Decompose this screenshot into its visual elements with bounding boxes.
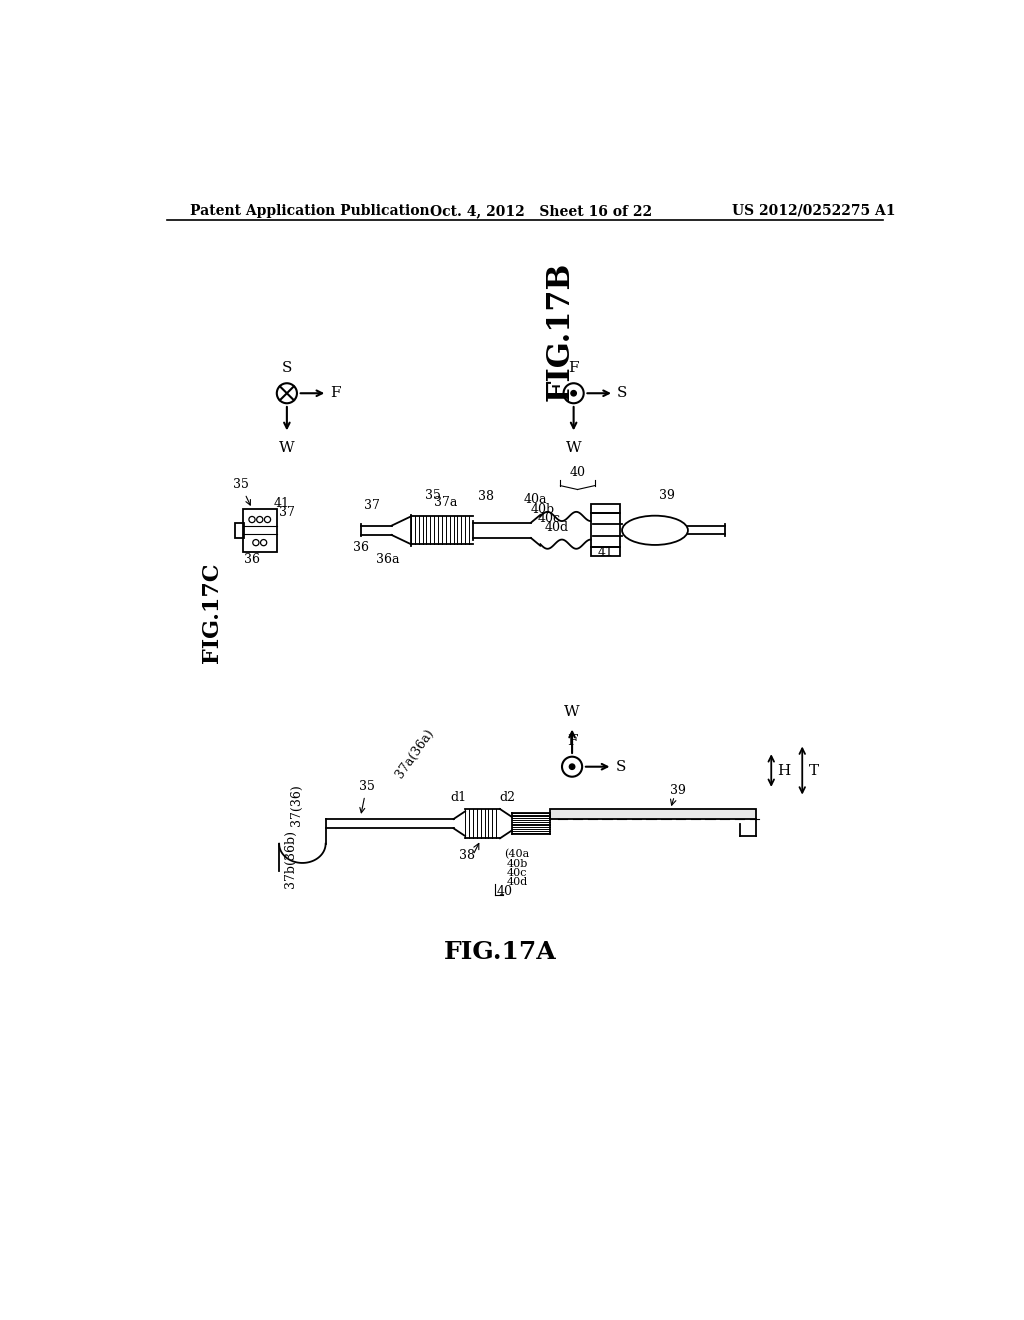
Text: T: T (809, 763, 818, 777)
Bar (234, 523, 245, 539)
Text: 37: 37 (365, 499, 380, 512)
Bar (591, 548, 621, 557)
Text: 41: 41 (273, 498, 290, 511)
Text: 40d: 40d (506, 878, 527, 887)
Text: d2: d2 (500, 792, 516, 804)
Text: 37(36): 37(36) (291, 784, 303, 826)
Text: FIG.17C: FIG.17C (201, 562, 222, 663)
Text: 40b: 40b (506, 859, 527, 869)
Text: 35: 35 (358, 780, 375, 813)
Text: F: F (568, 360, 579, 375)
Text: 37: 37 (280, 507, 295, 520)
Text: S: S (617, 387, 628, 400)
Text: 40: 40 (497, 886, 513, 899)
Text: 41: 41 (597, 545, 613, 558)
Bar (550, 809, 756, 818)
Text: F: F (567, 734, 578, 748)
Text: US 2012/0252275 A1: US 2012/0252275 A1 (732, 203, 896, 218)
Text: 36a: 36a (376, 553, 399, 566)
Text: 35: 35 (232, 478, 251, 506)
Text: FIG.17A: FIG.17A (443, 940, 556, 964)
Text: 36: 36 (352, 541, 369, 554)
Text: (40a: (40a (504, 849, 529, 859)
Text: W: W (566, 441, 582, 455)
Text: 40d: 40d (544, 521, 568, 535)
Text: W: W (564, 705, 580, 719)
Bar (591, 513, 621, 548)
Text: 37b(36b): 37b(36b) (285, 830, 297, 888)
Text: d1: d1 (451, 792, 467, 804)
Text: 40c: 40c (538, 512, 560, 525)
Text: FIG.17B: FIG.17B (545, 263, 575, 401)
Bar (591, 504, 621, 513)
Bar (243, 508, 276, 552)
Text: 36: 36 (244, 553, 260, 566)
Text: 40: 40 (569, 466, 586, 479)
Text: 37a(36a): 37a(36a) (393, 726, 436, 780)
Text: W: W (280, 441, 295, 455)
Text: Oct. 4, 2012   Sheet 16 of 22: Oct. 4, 2012 Sheet 16 of 22 (430, 203, 652, 218)
Text: 40c: 40c (506, 869, 526, 878)
Text: 38: 38 (460, 849, 475, 862)
Circle shape (571, 391, 577, 396)
Text: S: S (282, 360, 292, 375)
Text: F: F (331, 387, 341, 400)
Text: 39: 39 (658, 488, 675, 502)
Text: 37a: 37a (434, 496, 458, 510)
Circle shape (569, 764, 574, 770)
Text: 40a: 40a (523, 494, 547, 507)
Text: Patent Application Publication: Patent Application Publication (190, 203, 430, 218)
Text: S: S (615, 760, 626, 774)
Text: 38: 38 (478, 490, 494, 503)
Text: 35: 35 (425, 488, 440, 502)
Text: 40b: 40b (530, 503, 554, 516)
Text: 39: 39 (671, 784, 686, 797)
Text: H: H (777, 763, 791, 777)
